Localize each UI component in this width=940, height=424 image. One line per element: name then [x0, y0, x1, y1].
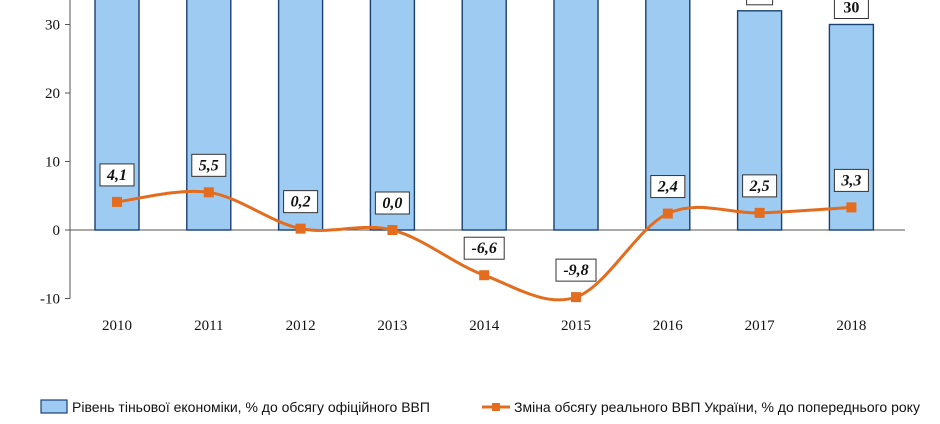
line-label-box — [283, 190, 319, 214]
x-tick-label: 2012 — [286, 318, 316, 334]
legend: Рівень тіньової економіки, % до обсягу о… — [40, 399, 920, 415]
legend-label-line: Зміна обсягу реального ВВП України, % до… — [514, 399, 920, 415]
legend-label-bar: Рівень тіньової економіки, % до обсягу о… — [72, 399, 430, 415]
line-point-2013 — [387, 225, 398, 235]
x-tick-label: 2013 — [377, 318, 407, 334]
x-tick-label: 2015 — [561, 318, 591, 334]
line-data-label: 2,5 — [749, 178, 770, 195]
line-data-label: 0,0 — [382, 195, 402, 212]
data-labels-group: 30 4,1 5,5 0,2 0,0 -6,6 -9,8 2,4 2,5 3,3 — [99, 0, 869, 282]
line-point-2010 — [112, 196, 122, 207]
line-data-label: 5,5 — [199, 157, 219, 174]
x-tick-label: 2010 — [102, 318, 132, 334]
line-data-label: 4,1 — [106, 167, 127, 184]
x-tick-label: 2017 — [745, 318, 776, 334]
line-point-2016 — [662, 208, 673, 219]
line-group — [112, 187, 857, 303]
line-label-box — [191, 153, 227, 177]
legend-line-marker-point — [492, 403, 500, 411]
bar-label: 30 — [843, 0, 859, 17]
line-point-2011 — [203, 187, 214, 198]
line-data-label: -6,6 — [472, 240, 497, 257]
line-label-box — [555, 258, 597, 282]
x-tick-label: 2018 — [836, 318, 866, 334]
line-label-box — [833, 168, 869, 192]
line-label-box — [374, 191, 410, 215]
line-data-label: 3,3 — [840, 172, 861, 189]
line-point-2018 — [846, 202, 857, 213]
line-data-label: 2,4 — [657, 179, 678, 196]
y-tick-label: 30 — [45, 18, 60, 34]
y-tick-label: 10 — [45, 155, 60, 171]
line-point-2017 — [754, 207, 765, 218]
y-tick-label: 0 — [53, 223, 61, 239]
line-label-box — [742, 174, 778, 198]
line-data-label: -9,8 — [563, 262, 588, 279]
bar-label-box-clipped — [746, 0, 774, 6]
line-data-label: 0,2 — [291, 194, 311, 211]
line-label-box — [99, 163, 135, 187]
bar-label-box — [833, 0, 869, 19]
axes-group: -10 0 10 20 30 2010 2011 2012 2013 2014 2015 2016 20… — [40, 0, 905, 334]
y-tick-label: 20 — [45, 86, 60, 102]
bar-2010 — [94, 0, 140, 231]
line-label-box — [650, 175, 686, 199]
bar-2015 — [553, 0, 599, 231]
bar-2018 — [828, 23, 875, 231]
x-tick-label: 2011 — [194, 318, 223, 334]
y-tick-label: -10 — [40, 292, 60, 308]
x-tick-label: 2014 — [469, 318, 500, 334]
x-tick-label: 2016 — [653, 318, 684, 334]
line-point-2012 — [295, 223, 306, 234]
legend-swatch-bar — [40, 399, 68, 414]
line-point-2015 — [571, 292, 581, 303]
line-point-2014 — [479, 270, 490, 281]
bar-2014 — [461, 0, 507, 231]
line-label-box — [463, 236, 505, 260]
